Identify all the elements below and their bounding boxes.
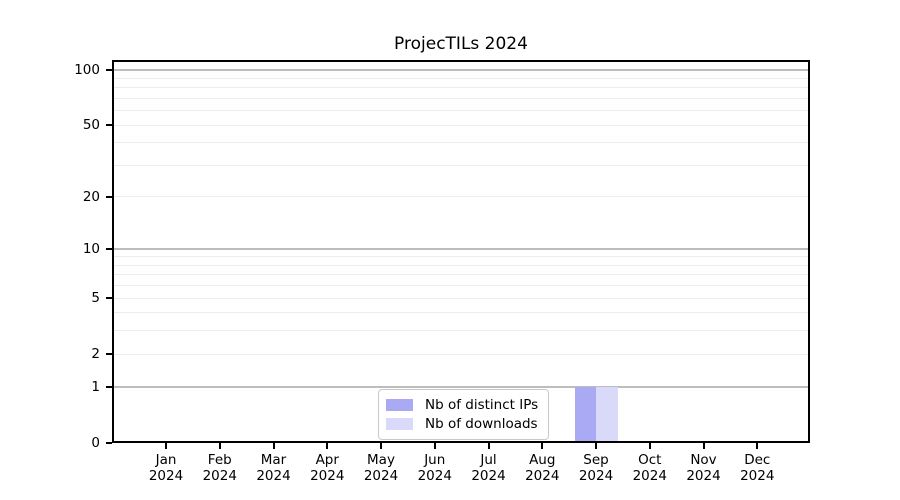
y-tick-10	[106, 248, 112, 251]
x-tick-label-jul-2024: Jul 2024	[471, 452, 506, 484]
x-tick-label-dec-2024: Dec 2024	[740, 452, 775, 484]
y-tick-20	[106, 195, 112, 198]
y-tick-label-0: 0	[91, 435, 100, 451]
y-tick-50	[106, 124, 112, 127]
x-tick-dec-2024	[756, 443, 759, 449]
y-tick-label-100: 100	[74, 61, 100, 78]
x-tick-oct-2024	[648, 443, 651, 449]
x-tick-label-sep-2024: Sep 2024	[578, 452, 614, 484]
x-tick-label-may-2024: May 2024	[363, 452, 399, 484]
x-tick-jul-2024	[487, 443, 490, 449]
gridline-minor-2	[112, 353, 810, 355]
legend-item-downloads: Nb of downloads	[386, 414, 538, 433]
x-tick-may-2024	[380, 443, 382, 449]
y-tick-label-10: 10	[82, 241, 100, 258]
gridline-minor-80	[112, 87, 810, 89]
legend-item-distinct-ips: Nb of distinct IPs	[386, 395, 538, 414]
chart-title: ProjecTILs 2024	[394, 34, 528, 54]
gridline-minor-90	[112, 77, 810, 79]
legend: Nb of distinct IPs Nb of downloads	[378, 389, 550, 440]
gridline-minor-5	[112, 297, 810, 299]
gridline-major-100	[112, 68, 810, 71]
legend-label-distinct-ips: Nb of distinct IPs	[425, 396, 539, 413]
plot-area: 0 1 2 5 10 20 50 100 Jan 2024 Feb 2024 Mar 2024 Ap…	[74, 60, 810, 484]
gridline-minor-8	[112, 264, 810, 266]
y-tick-2	[106, 353, 112, 356]
x-tick-sep-2024	[595, 443, 597, 449]
y-tick-0	[106, 442, 112, 444]
gridline-minor-20	[112, 196, 810, 198]
legend-label-downloads: Nb of downloads	[425, 415, 538, 432]
x-tick-label-mar-2024: Mar 2024	[256, 452, 291, 484]
x-tick-label-jun-2024: Jun 2024	[417, 452, 452, 484]
y-tick-1	[106, 385, 112, 388]
y-tick-label-5: 5	[91, 290, 100, 307]
gridline-major-10	[112, 248, 810, 251]
gridline-minor-7	[112, 274, 810, 276]
gridline-major-1	[112, 385, 810, 388]
x-tick-feb-2024	[218, 443, 221, 449]
gridline-minor-60	[112, 110, 810, 112]
x-tick-label-apr-2024: Apr 2024	[310, 452, 345, 484]
gridline-minor-70	[112, 97, 810, 99]
gridline-minor-3	[112, 330, 810, 332]
x-tick-aug-2024	[541, 443, 544, 449]
y-tick-label-20: 20	[82, 188, 100, 205]
x-tick-label-nov-2024: Nov 2024	[686, 452, 721, 484]
x-tick-mar-2024	[272, 443, 275, 449]
gridline-minor-4	[112, 312, 810, 314]
gridline-minor-6	[112, 285, 810, 287]
legend-swatch-downloads	[386, 417, 413, 430]
x-tick-label-oct-2024: Oct 2024	[632, 452, 667, 484]
legend-swatch-distinct-ips	[386, 398, 413, 411]
gridline-minor-40	[112, 142, 810, 144]
x-tick-nov-2024	[702, 443, 705, 449]
gridline-minor-30	[112, 164, 810, 166]
y-tick-5	[106, 297, 112, 300]
y-tick-label-50: 50	[82, 117, 100, 134]
bar-nb-of-distinct-ips-sep-2024	[574, 386, 596, 443]
x-tick-label-feb-2024: Feb 2024	[202, 452, 237, 484]
y-tick-label-2: 2	[91, 346, 100, 363]
x-tick-apr-2024	[326, 443, 329, 449]
x-tick-label-jan-2024: Jan 2024	[148, 452, 184, 484]
y-tick-100	[106, 68, 112, 71]
x-tick-jun-2024	[433, 443, 436, 449]
gridline-minor-50	[112, 124, 810, 126]
bar-nb-of-downloads-sep-2024	[596, 386, 618, 443]
x-tick-label-aug-2024: Aug 2024	[525, 452, 560, 484]
y-tick-label-1: 1	[91, 378, 100, 395]
x-tick-jan-2024	[165, 443, 167, 449]
gridline-minor-9	[112, 256, 810, 258]
